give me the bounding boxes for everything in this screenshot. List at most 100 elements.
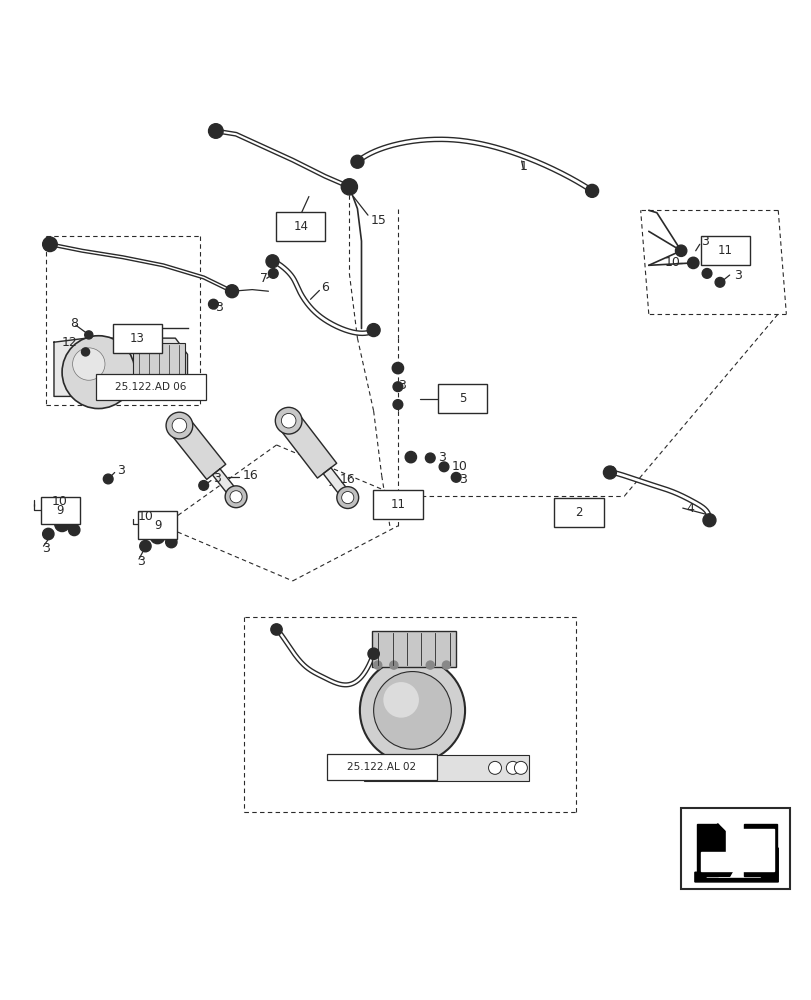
Text: 25.122.AD 06: 25.122.AD 06 (115, 382, 187, 392)
Circle shape (367, 648, 379, 659)
Circle shape (425, 453, 435, 463)
Circle shape (139, 540, 151, 552)
Polygon shape (279, 413, 337, 478)
Polygon shape (690, 816, 781, 882)
Circle shape (43, 528, 54, 540)
Circle shape (350, 155, 363, 168)
FancyBboxPatch shape (113, 324, 162, 353)
Text: 10: 10 (137, 510, 153, 523)
Text: 10: 10 (451, 460, 466, 473)
Circle shape (442, 661, 450, 669)
FancyBboxPatch shape (363, 755, 528, 781)
Circle shape (199, 481, 208, 490)
Circle shape (488, 761, 501, 774)
Circle shape (451, 472, 461, 482)
Polygon shape (690, 816, 781, 882)
Circle shape (359, 658, 465, 763)
Circle shape (68, 524, 79, 536)
Circle shape (506, 761, 519, 774)
Circle shape (714, 277, 724, 287)
Text: 12: 12 (62, 336, 78, 349)
Circle shape (62, 336, 135, 409)
Polygon shape (717, 824, 744, 876)
Circle shape (341, 179, 357, 195)
Text: 10: 10 (51, 495, 67, 508)
Circle shape (514, 761, 526, 774)
Polygon shape (706, 844, 760, 877)
Circle shape (172, 418, 187, 433)
Circle shape (165, 536, 177, 548)
Text: 3: 3 (458, 473, 466, 486)
Text: 14: 14 (293, 220, 308, 233)
Polygon shape (323, 468, 351, 501)
Text: 2: 2 (575, 506, 582, 519)
Polygon shape (212, 469, 239, 500)
FancyBboxPatch shape (371, 631, 456, 667)
Circle shape (373, 672, 451, 749)
Text: 3: 3 (137, 555, 145, 568)
Circle shape (84, 331, 92, 339)
Polygon shape (744, 824, 775, 876)
Text: 3: 3 (117, 464, 125, 477)
Circle shape (208, 299, 218, 309)
Circle shape (266, 255, 279, 268)
Circle shape (367, 324, 380, 337)
Text: 1: 1 (519, 160, 526, 173)
Circle shape (603, 466, 616, 479)
FancyBboxPatch shape (680, 808, 788, 889)
Circle shape (405, 451, 416, 463)
Circle shape (72, 348, 105, 380)
Text: 3: 3 (213, 472, 221, 485)
Circle shape (389, 661, 397, 669)
Circle shape (150, 529, 165, 544)
FancyBboxPatch shape (96, 374, 206, 400)
Text: 3: 3 (42, 542, 49, 555)
FancyBboxPatch shape (41, 497, 79, 524)
Text: 4: 4 (685, 502, 693, 515)
Text: 11: 11 (717, 244, 732, 257)
Circle shape (439, 462, 448, 472)
Text: 3: 3 (734, 269, 741, 282)
Circle shape (281, 413, 295, 428)
Circle shape (208, 124, 223, 138)
Text: 13: 13 (130, 332, 144, 345)
Circle shape (585, 184, 598, 197)
FancyBboxPatch shape (554, 498, 603, 527)
Circle shape (54, 517, 69, 532)
Text: 25.122.AL 02: 25.122.AL 02 (347, 762, 416, 772)
Polygon shape (701, 829, 773, 871)
Text: 3: 3 (215, 301, 223, 314)
Text: 5: 5 (458, 392, 466, 405)
Circle shape (81, 348, 89, 356)
Circle shape (271, 624, 282, 635)
Polygon shape (169, 418, 225, 479)
Text: 16: 16 (339, 473, 355, 486)
Polygon shape (54, 338, 187, 396)
Circle shape (392, 362, 403, 374)
Text: 9: 9 (57, 504, 64, 517)
Text: 7: 7 (260, 272, 268, 285)
Text: 3: 3 (606, 465, 614, 478)
Circle shape (275, 407, 302, 434)
FancyBboxPatch shape (373, 490, 422, 519)
Circle shape (702, 269, 711, 278)
Circle shape (393, 382, 402, 392)
Text: 3: 3 (701, 235, 708, 248)
Circle shape (225, 486, 247, 508)
FancyBboxPatch shape (138, 511, 177, 539)
Circle shape (341, 492, 354, 504)
Circle shape (383, 682, 418, 718)
FancyBboxPatch shape (276, 212, 325, 241)
Circle shape (103, 474, 113, 484)
Text: 11: 11 (390, 498, 405, 511)
Text: 3: 3 (438, 451, 446, 464)
FancyBboxPatch shape (326, 754, 436, 780)
Circle shape (225, 285, 238, 298)
Circle shape (230, 491, 242, 503)
Circle shape (268, 269, 278, 278)
FancyBboxPatch shape (133, 343, 185, 379)
Circle shape (426, 661, 434, 669)
Circle shape (702, 514, 715, 527)
Text: 10: 10 (664, 256, 680, 269)
FancyBboxPatch shape (437, 384, 487, 413)
